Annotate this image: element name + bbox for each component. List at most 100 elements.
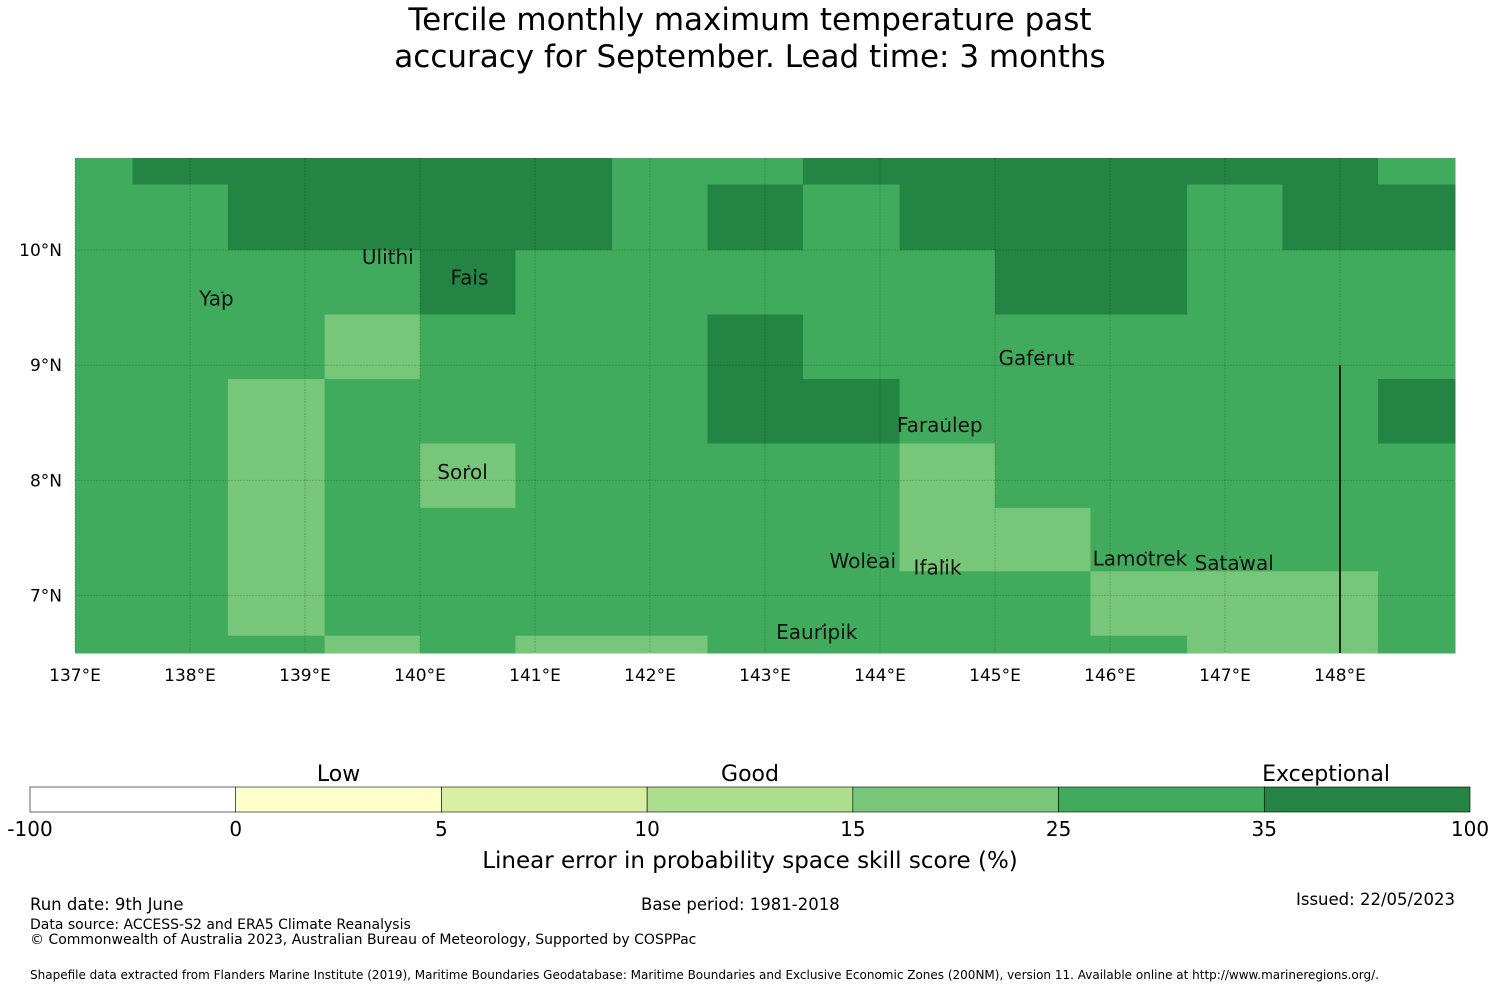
skill-cell (802, 158, 1379, 185)
skill-cell (75, 250, 421, 316)
island-faraulep: Faraulep (897, 413, 983, 437)
lon-tick-label: 145°E (969, 666, 1021, 686)
lon-tick-label: 137°E (49, 666, 101, 686)
skill-cell (324, 507, 901, 572)
lon-tick-label: 140°E (394, 666, 446, 686)
skill-cell (515, 443, 901, 509)
skill-cell (1187, 635, 1379, 654)
island-label: Ulithi (362, 245, 414, 269)
skill-cell (75, 379, 229, 444)
skill-cell (1282, 184, 1456, 251)
colorbar-bin (1263, 786, 1471, 813)
lon-tick-label: 148°E (1314, 666, 1366, 686)
lon-tick-label: 147°E (1199, 666, 1251, 686)
skill-cell (75, 158, 133, 185)
colorbar-bin (235, 786, 442, 813)
island-dot (392, 249, 395, 252)
skill-cell (802, 184, 901, 251)
skill-cell (1377, 379, 1456, 444)
skill-cell (227, 507, 326, 572)
island-label: Eauripik (776, 620, 858, 644)
island-eauripik: Eauripik (776, 620, 858, 644)
skill-score-grid (75, 158, 1456, 654)
skill-cell (1377, 158, 1456, 185)
skill-cell (227, 571, 326, 637)
skill-cell (899, 184, 1188, 251)
skill-cell (324, 443, 421, 509)
colorbar-legend: -100 0 5 10 15 25 35 100 Low Good Exceptional Linea… (7, 762, 1489, 874)
skill-cell (1377, 571, 1456, 637)
island-fais: Fais (450, 266, 488, 290)
colorbar-bin (29, 786, 237, 813)
skill-cell (1187, 250, 1456, 316)
colorbar-tick-label: 10 (634, 817, 659, 841)
skill-cell (707, 635, 1188, 654)
skill-cell (75, 184, 229, 251)
skill-cell (75, 314, 326, 380)
island-label: Lamotrek (1093, 547, 1188, 571)
map-title: Tercile monthly maximum temperature past… (0, 2, 1500, 76)
skill-cell (420, 314, 708, 380)
island-lamotrek: Lamotrek (1093, 547, 1188, 571)
island-gaferut: Gaferut (998, 346, 1074, 370)
lon-tick-label: 146°E (1084, 666, 1136, 686)
island-markers: Yap Ulithi Fais Gaferut Faraulep Sorol Woleai I… (198, 245, 1274, 644)
issued-date: Issued: 22/05/2023 (1296, 890, 1456, 909)
lon-tick-label: 141°E (509, 666, 561, 686)
skill-cell (75, 571, 229, 637)
island-sorol: Sorol (437, 460, 488, 484)
skill-cell (132, 158, 613, 185)
colorbar-category-label: Exceptional (1262, 762, 1390, 787)
skill-cell (227, 379, 326, 444)
island-dot (867, 553, 870, 556)
lat-tick-label: 8°N (30, 471, 62, 491)
island-dot (821, 625, 824, 628)
skill-cell (1377, 635, 1456, 654)
colorbar-tick-label: -100 (7, 817, 52, 841)
island-label: Ifalik (914, 556, 962, 580)
island-label: Satawal (1195, 551, 1274, 575)
island-label: Fais (450, 266, 488, 290)
colorbar-bin (441, 786, 648, 813)
colorbar-tick-label: 100 (1451, 817, 1489, 841)
colorbar-tick-label: 15 (840, 817, 865, 841)
island-label: Woleai (829, 549, 896, 573)
skill-cell (802, 314, 1456, 380)
shapefile-credit: Shapefile data extracted from Flanders M… (30, 968, 1379, 982)
skill-cell (227, 184, 613, 251)
skill-cell (612, 184, 708, 251)
skill-cell (75, 443, 229, 509)
island-dot (1041, 351, 1044, 354)
island-label: Sorol (437, 460, 488, 484)
skill-cell (420, 635, 516, 654)
colorbar-tick-label: 35 (1252, 817, 1277, 841)
skill-cell (420, 443, 516, 509)
island-dot (474, 270, 477, 273)
island-dot (944, 417, 947, 420)
copyright: © Commonwealth of Australia 2023, Austra… (30, 932, 697, 948)
island-satawal: Satawal (1195, 551, 1274, 575)
lat-tick-label: 9°N (30, 356, 62, 376)
colorbar-category-label: Good (721, 762, 779, 787)
skill-cell (899, 507, 1091, 572)
colorbar-tick-label: 0 (229, 817, 242, 841)
skill-cell (995, 250, 1188, 316)
lat-tick-label: 7°N (30, 586, 62, 606)
island-yap: Yap (198, 286, 233, 310)
skill-cell (324, 379, 708, 444)
data-source: Data source: ACCESS-S2 and ERA5 Climate … (30, 917, 411, 933)
lon-tick-label: 142°E (624, 666, 676, 686)
island-dot (221, 291, 224, 294)
lat-tick-label: 10°N (19, 241, 62, 261)
island-ulithi: Ulithi (362, 245, 414, 269)
skill-cell (899, 443, 996, 509)
skill-cell (324, 314, 421, 380)
skill-cell (1090, 507, 1456, 572)
skill-cell (995, 443, 1456, 509)
island-woleai: Woleai (829, 549, 896, 573)
skill-cell (1090, 571, 1379, 637)
colorbar-bin (646, 786, 854, 813)
colorbar-bin (852, 786, 1059, 813)
longitude-tick-labels: 137°E 138°E 139°E 140°E 141°E 142°E 143°E 144°E… (49, 666, 1366, 686)
